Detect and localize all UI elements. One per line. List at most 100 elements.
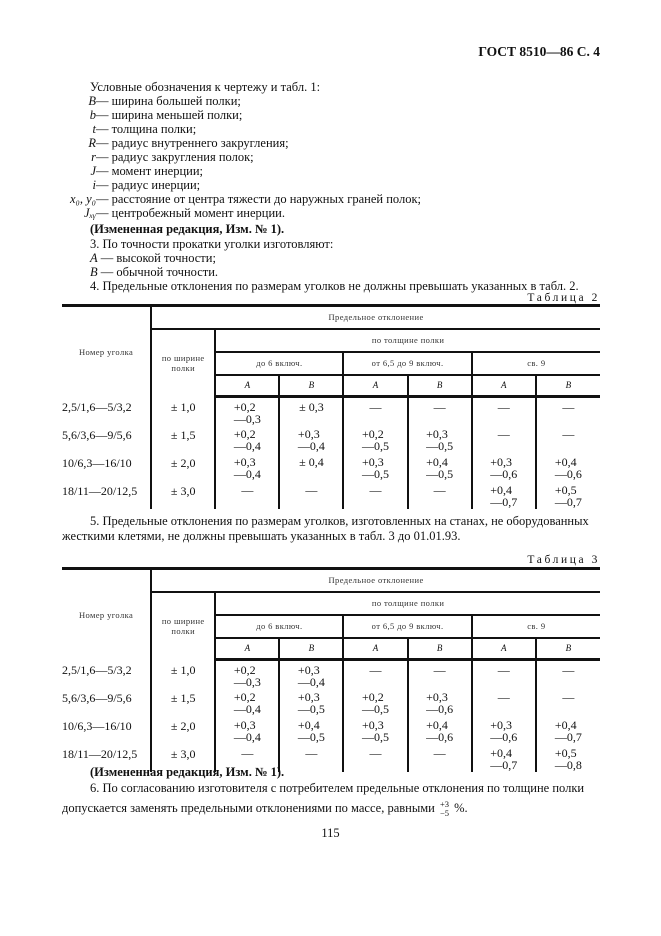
width-deviation: ± 2,0 (150, 453, 216, 481)
deviation-value: —0,5 (426, 467, 454, 481)
deviation-value: —0,6 (554, 467, 582, 481)
thickness-deviation: — (470, 688, 536, 716)
thickness-deviation: — (470, 659, 536, 688)
legend-symbol: b (89, 108, 96, 122)
paragraph-5-line-1: 5. Предельные отклонения по размерам уго… (90, 514, 589, 528)
deviation-value: —0,4 (297, 439, 325, 453)
header-accuracy-class: A (342, 374, 408, 398)
deviation-value: — (433, 400, 446, 414)
legend-description: — толщина полки; (96, 122, 197, 136)
tolerance-unit: %. (451, 800, 468, 815)
deviation-value: — (369, 663, 382, 677)
header-thickness-range: до 6 включ. (214, 351, 344, 376)
document-header: ГОСТ 8510—86 С. 4 (478, 44, 600, 59)
header-by-width: по ширине полки (150, 328, 216, 397)
thickness-deviation: +0,3 —0,5 (342, 716, 408, 744)
deviation-value: +0,3 (490, 718, 513, 732)
legend-symbol: x₀, y₀ (69, 192, 96, 206)
thickness-deviation: — (278, 744, 344, 772)
deviation-value: +0,5 (554, 746, 577, 760)
thickness-deviation: +0,4 —0,7 (470, 744, 536, 772)
table-3: Номер уголка Предельное отклонение по шири… (62, 567, 600, 772)
thickness-deviation: +0,4 —0,7 (470, 481, 536, 509)
deviation-value: +0,2 (362, 427, 384, 441)
header-deviation: Предельное отклонение (150, 304, 600, 330)
table-row: 2,5/1,6—5/3,2 ± 1,0 +0,2 —0,3 ± 0,3— — — — (62, 396, 600, 426)
deviation-value: —0,4 (233, 730, 261, 744)
header-accuracy-class: A (470, 637, 536, 661)
table-3-caption: Таблица 3 (527, 554, 600, 566)
legend-description: — ширина большей полки; (96, 94, 241, 108)
legend-description: — радиус закругления полок; (96, 150, 254, 164)
deviation-value: ± 0,4 (299, 455, 324, 469)
deviation-value: +0,2 (233, 690, 256, 704)
deviation-value: —0,4 (297, 675, 325, 689)
amendment-note: (Измененная редакция, Изм. № 1). (90, 222, 285, 236)
thickness-deviation: +0,2 —0,4 (214, 425, 280, 453)
legend-symbol: t (92, 122, 96, 136)
table-row: 2,5/1,6—5/3,2 ± 1,0 +0,2 —0,3 +0,3 —0,4— — — — (62, 659, 600, 689)
deviation-value: —0,4 (233, 467, 261, 481)
header-thickness-range: св. 9 (470, 614, 600, 639)
thickness-deviation: +0,4 —0,6 (534, 453, 600, 481)
legend-description: — радиус инерции; (96, 178, 201, 192)
deviation-value: —0,7 (490, 758, 518, 772)
deviation-value: +0,4 (490, 483, 513, 497)
paragraph-6-line-2: допускается заменять предельными отклоне… (62, 800, 468, 818)
deviation-value: — (241, 483, 254, 497)
thickness-deviation: — (214, 744, 280, 772)
deviation-value: +0,4 (554, 455, 577, 469)
legend-item: R (88, 136, 96, 150)
legend-item: i (93, 178, 96, 192)
header-thickness-range: от 6,5 до 9 включ. (342, 351, 472, 376)
deviation-value: +0,3 (362, 455, 384, 469)
table-row: 18/11—20/12,5 ± 3,0— — — — +0,4 —0,7 +0,5 —0,8 (62, 744, 600, 772)
header-accuracy-class: B (534, 374, 600, 398)
thickness-deviation: +0,3 —0,4 (278, 659, 344, 689)
angle-number: 5,6/3,6—9/5,6 (62, 691, 132, 705)
thickness-deviation: +0,3 —0,6 (470, 716, 536, 744)
header-thickness-range: до 6 включ. (214, 614, 344, 639)
header-accuracy-class: B (406, 637, 472, 661)
deviation-value: —0,7 (490, 495, 518, 509)
thickness-deviation: +0,2 —0,4 (214, 688, 280, 716)
legend-symbol: R (88, 136, 96, 150)
deviation-value: +0,3 (362, 718, 384, 732)
paragraph-3: 3. По точности прокатки уголки изготовля… (90, 237, 334, 251)
amendment-note-2: (Измененная редакция, Изм. № 1). (90, 765, 285, 779)
legend-symbol: Jₓᵧ (84, 206, 96, 220)
deviation-value: +0,2 (362, 690, 384, 704)
thickness-deviation: ± 0,3 (278, 396, 344, 425)
deviation-value: +0,3 (426, 690, 448, 704)
deviation-value: +0,3 (490, 455, 513, 469)
paragraph-4: 4. Предельные отклонения по размерам уго… (90, 279, 579, 293)
deviation-value: —0,3 (233, 412, 261, 426)
width-deviation: ± 1,0 (150, 396, 216, 425)
deviation-value: +0,4 (426, 718, 448, 732)
table-2: Номер уголка Предельное отклонение по шири… (62, 304, 600, 509)
legend-description: — центробежный момент инерции. (96, 206, 285, 220)
thickness-deviation: +0,3 —0,6 (470, 453, 536, 481)
deviation-value: — (497, 427, 510, 441)
deviation-value: — (305, 483, 318, 497)
deviation-value: — (562, 690, 575, 704)
deviation-value: —0,7 (554, 495, 582, 509)
thickness-deviation: — (406, 659, 472, 688)
deviation-value: — (369, 400, 382, 414)
angle-number: 10/6,3—16/10 (62, 456, 132, 470)
deviation-value: —0,4 (233, 702, 261, 716)
deviation-value: +0,2 (233, 663, 256, 677)
deviation-value: —0,5 (362, 702, 390, 716)
deviation-value: +0,3 (233, 718, 256, 732)
deviation-value: — (433, 663, 446, 677)
deviation-value: +0,4 (426, 455, 448, 469)
deviation-value: +0,2 (233, 427, 256, 441)
table-row: 5,6/3,6—9/5,6 ± 1,5 +0,2 —0,4 +0,3 —0,5 +0,2 —0… (62, 688, 600, 716)
deviation-value: — (433, 483, 446, 497)
table-row: 5,6/3,6—9/5,6 ± 1,5 +0,2 —0,4 +0,3 —0,4 +0,2 —0… (62, 425, 600, 453)
thickness-deviation: — (342, 396, 408, 425)
legend-description: — момент инерции; (96, 164, 204, 178)
table-row: 10/6,3—16/10 ± 2,0 +0,3 —0,4 +0,4 —0,5 +0,3 —0,… (62, 716, 600, 744)
deviation-value: — (497, 663, 510, 677)
legend-symbol: r (91, 150, 96, 164)
